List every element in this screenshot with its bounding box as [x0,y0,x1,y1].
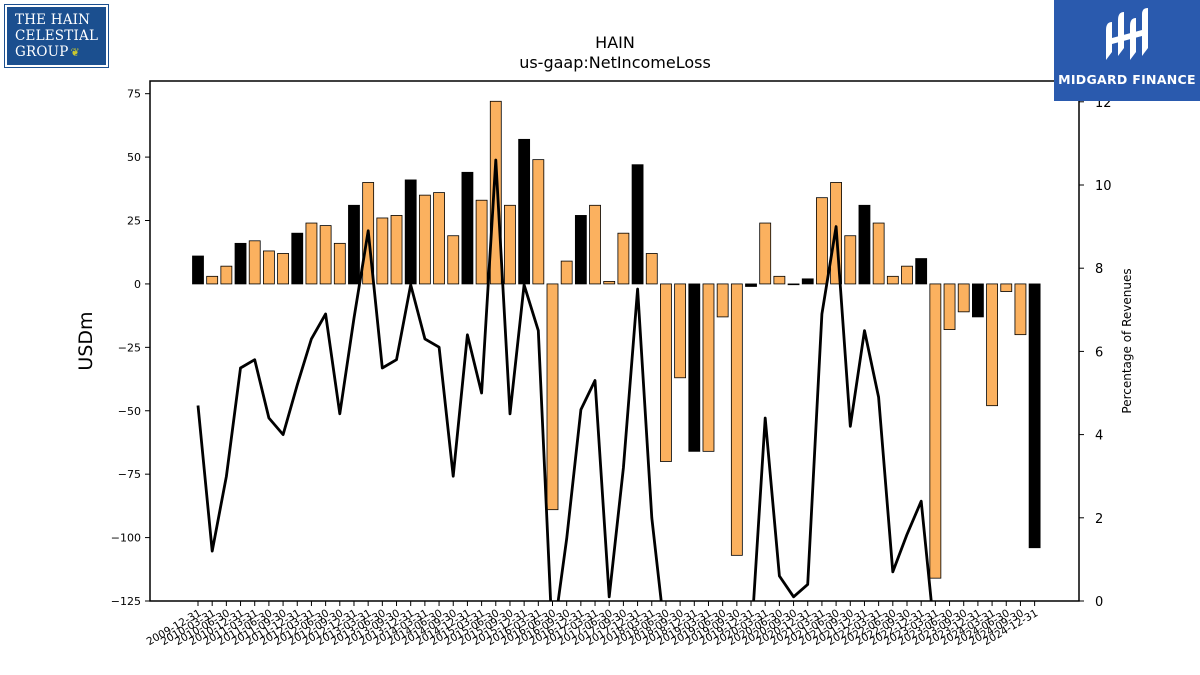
bar-2012-06-30 [319,225,332,285]
y-axis-label: USDm [75,311,97,370]
bar-2019-09-30 [730,283,743,556]
bar-2020-09-30 [787,283,800,286]
y2-tick-label: 6 [1095,345,1103,360]
bar-2019-03-31 [702,283,715,452]
bar-2009-12-31 [192,255,204,285]
bar-2021-03-31 [816,197,828,285]
bar-2017-12-31 [631,164,644,285]
bar-2010-03-31 [206,275,219,285]
y-tick-label: −125 [111,595,141,608]
bar-2024-09-30 [1014,283,1027,336]
bar-2022-06-30 [886,275,899,285]
x-axis: 2009-12-312010-03-312010-06-302010-12-31… [145,601,1040,648]
bar-2014-03-31 [418,194,431,285]
plot-frame [149,80,1080,602]
bar-2020-06-30 [773,275,786,285]
bar-2020-03-31 [759,222,772,285]
logo-line-1: THE HAIN [15,12,91,28]
bar-2010-06-30 [220,265,233,285]
bar-2018-12-31 [688,283,701,452]
y2-tick-label: 8 [1095,262,1103,277]
bar-2024-06-30 [1000,283,1013,292]
bar-2015-09-30 [504,204,516,285]
bar-2019-12-31 [745,283,757,287]
bar-2019-06-30 [716,283,729,318]
bar-2016-09-30 [560,260,573,285]
y2-tick-label: 2 [1095,512,1103,527]
bar-2016-06-30 [546,283,559,511]
bar-2015-06-30 [489,100,502,285]
hain-celestial-logo: THE HAIN CELESTIAL GROUP ❦ [4,4,109,68]
bar-2022-12-31 [915,258,928,285]
bar-2023-09-30 [957,283,970,313]
percentage-line [196,158,933,601]
midgard-brand-text: MIDGARD FINANCE [1058,72,1196,87]
bar-2021-09-30 [844,235,857,285]
y-tick-label: −50 [118,405,141,418]
bar-2015-03-31 [475,199,488,285]
bar-2014-06-30 [433,192,445,285]
bar-2016-12-31 [574,215,587,285]
bar-2023-03-31 [929,283,942,579]
bar-2012-09-30 [333,242,346,285]
bar-2015-12-31 [518,138,531,285]
y2-tick-label: 4 [1095,429,1103,444]
y-tick-label: 25 [127,215,141,228]
bar-2013-09-30 [390,215,403,285]
y-tick-label: 50 [127,151,141,164]
bar-2024-12-31 [1028,283,1041,549]
bar-series [192,100,1041,579]
chart-title: HAIN [595,33,635,52]
chart-subtitle: us-gaap:NetIncomeLoss [519,53,711,72]
bar-2013-12-31 [404,179,417,285]
logo-line-2: CELESTIAL [15,28,99,44]
y-tick-label: −75 [118,468,141,481]
bar-2023-06-30 [943,283,956,330]
y-tick-label: 75 [127,88,141,101]
y2-tick-label: 0 [1095,595,1103,610]
midgard-m-icon [1106,8,1148,60]
bar-2011-03-31 [248,240,261,285]
bar-2018-09-30 [674,283,687,379]
bar-2012-12-31 [348,204,360,285]
bar-2011-09-30 [277,253,289,285]
bar-2011-12-31 [291,232,304,285]
leaf-icon: ❦ [70,46,80,59]
bar-2021-12-31 [858,204,871,285]
y2-tick-label: 10 [1095,179,1112,194]
y-axis-left: −125 −100 −75 −50 −25 0 25 50 75 [111,88,150,608]
bar-2018-03-31 [645,253,658,285]
bar-2020-12-31 [801,278,814,285]
bar-2024-03-31 [986,283,998,407]
bar-2017-03-31 [589,204,601,285]
y-tick-label: −25 [118,341,141,354]
bar-2023-12-31 [972,283,984,318]
bar-2017-06-30 [603,280,616,285]
bar-2016-03-31 [532,159,545,285]
y2-axis-label: Percentage of Revenues [1120,268,1134,413]
bar-2013-06-30 [376,217,389,285]
bar-2022-09-30 [901,265,913,285]
bar-2017-09-30 [617,232,630,285]
bar-2010-12-31 [234,242,247,285]
y-tick-label: −100 [111,532,141,545]
bar-2011-06-30 [262,250,275,285]
y-tick-label: 0 [134,278,141,291]
bar-2022-03-31 [872,222,885,285]
percentage-line-series [196,158,933,601]
bar-2018-06-30 [660,283,672,462]
logo-line-3: GROUP [15,44,69,60]
bar-2014-12-31 [461,171,474,285]
bar-2014-09-30 [447,235,460,285]
midgard-finance-logo: MIDGARD FINANCE [1054,0,1200,101]
bar-2012-03-31 [305,222,318,285]
